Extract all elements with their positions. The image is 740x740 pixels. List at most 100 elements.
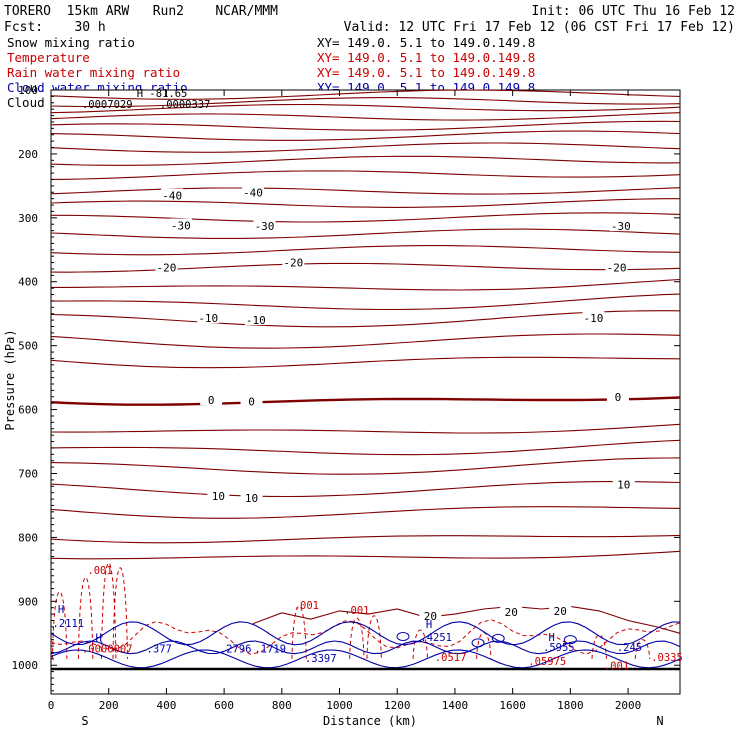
extremum-label: .377 (147, 643, 172, 655)
isotherm-line (51, 278, 681, 291)
rain-contour (412, 629, 429, 659)
label-mask (169, 218, 192, 231)
y-tick-label: 400 (18, 276, 38, 289)
temperature-label: 0 (248, 395, 255, 408)
y-tick-label: 900 (18, 595, 38, 608)
label-mask (549, 603, 572, 616)
label-mask (606, 389, 629, 402)
legend-xy-range: XY= 149.0. 5.1 to 149.0.149.8 (317, 50, 535, 65)
temperature-label: -30 (611, 220, 631, 233)
label-mask (605, 260, 628, 273)
extremum-label: .0335 (651, 652, 683, 664)
valid-time: Valid: 12 UTC Fri 17 Feb 12 (06 CST Fri … (344, 20, 735, 35)
rain-contour (112, 567, 128, 659)
forecast-hour: Fcst: 30 h (4, 20, 106, 35)
isotherm-line (50, 310, 681, 328)
isotherm-line (50, 439, 681, 456)
x-axis-right-end-label: N (656, 714, 663, 728)
extremum-label: H (58, 604, 64, 616)
extremum-label: .245 (617, 642, 642, 654)
x-tick-label: 400 (156, 699, 176, 712)
isotherm-line (50, 187, 681, 195)
temperature-label: 20 (554, 605, 567, 618)
isotherm-line (50, 228, 681, 239)
temperature-label: 10 (617, 478, 630, 491)
label-mask (200, 392, 223, 405)
extremum-label: .4251 (420, 632, 452, 644)
label-mask (207, 488, 230, 501)
cloud-water-cell (563, 635, 577, 645)
extremum-label: .001 (604, 661, 629, 673)
isotherm-line (50, 155, 681, 166)
temperature-label: -20 (156, 262, 176, 275)
cloud-water-contour (50, 649, 681, 669)
x-tick-label: 200 (99, 699, 119, 712)
isotherm-line (50, 481, 681, 498)
extremum-label: .1719 (254, 643, 286, 655)
legend-xy-range: XY= 149.0. 5.1 to 149.0.149.8 (317, 65, 535, 80)
rain-contour (634, 639, 651, 659)
label-mask (155, 260, 178, 273)
extremum-label: .001 (87, 565, 112, 577)
label-mask (240, 490, 263, 503)
y-tick-label: 1000 (12, 659, 39, 672)
extremum-label: H (426, 619, 432, 631)
x-tick-label: 0 (48, 699, 55, 712)
extremum-label: H -81.65 (137, 88, 188, 100)
temperature-label: 10 (245, 492, 258, 505)
x-axis-left-end-label: S (81, 714, 88, 728)
label-mask (500, 605, 523, 618)
extremum-label: .0000337 (160, 99, 211, 111)
extremum-label: .001 (294, 600, 319, 612)
rain-contour (100, 562, 117, 659)
x-axis-label: Distance (km) (323, 714, 417, 728)
zero-isotherm-line (50, 396, 681, 406)
model-title: TORERO 15km ARW Run2 NCAR/MMM (4, 4, 278, 19)
isotherm-line (50, 550, 681, 560)
x-tick-label: 1200 (384, 699, 411, 712)
rain-contour (349, 617, 365, 659)
cloud-water-contour (50, 621, 681, 646)
temperature-label: -40 (243, 186, 263, 199)
y-tick-label: 700 (18, 467, 38, 480)
isotherm-line (50, 356, 681, 369)
plot-area: -40 -40 -30 -30 -30 -20 -20 -20 -10 -10 -10 0 0 0 10 10… (50, 88, 683, 695)
legend-entry: Rain water mixing ratio (7, 65, 180, 80)
label-mask (282, 255, 305, 268)
init-time: Init: 06 UTC Thu 16 Feb 12 (532, 4, 736, 19)
x-tick-label: 2000 (615, 699, 642, 712)
isotherm-line (50, 245, 681, 256)
temperature-label: -10 (198, 312, 218, 325)
isotherm-line (50, 103, 681, 114)
cloud-water-cell (396, 631, 410, 641)
isotherm-line (50, 457, 681, 475)
label-mask (240, 394, 263, 407)
isotherm-line (252, 605, 681, 634)
label-mask (612, 477, 635, 490)
label-mask (197, 311, 220, 324)
extremum-label: H (548, 632, 554, 644)
y-tick-label: 200 (18, 148, 38, 161)
extremum-label: .5955 (543, 642, 575, 654)
rain-contour (77, 576, 94, 659)
extremum-label: .0007029 (82, 99, 133, 111)
temperature-label: -30 (171, 220, 191, 233)
legend-entry: Temperature (7, 50, 90, 65)
temperature-label: -30 (255, 220, 275, 233)
x-tick-label: 1600 (499, 699, 526, 712)
label-mask (241, 185, 264, 198)
y-axis-label: Pressure (hPa) (3, 329, 17, 430)
cloud-water-cell (471, 638, 485, 648)
extremum-label: .3397 (305, 653, 337, 665)
rain-contour (291, 605, 307, 659)
x-tick-label: 800 (272, 699, 292, 712)
temperature-label: -20 (283, 257, 303, 270)
label-mask (161, 188, 184, 201)
cloud-water-cell (491, 633, 505, 643)
label-mask (419, 609, 442, 622)
extremum-label: H (95, 633, 101, 645)
rain-contour (476, 631, 492, 659)
isotherm-line (50, 120, 681, 131)
temperature-label: -20 (607, 262, 627, 275)
